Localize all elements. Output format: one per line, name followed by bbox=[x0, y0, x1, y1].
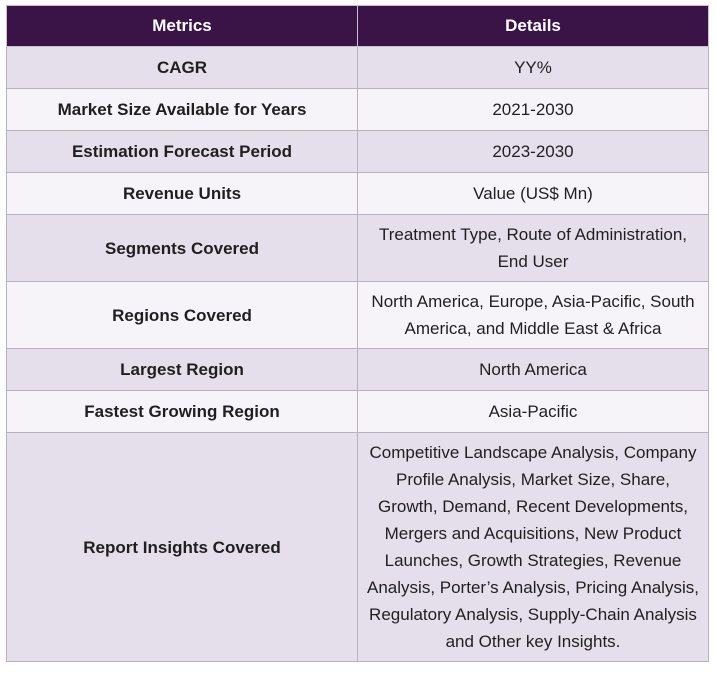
table-row: Revenue Units Value (US$ Mn) bbox=[6, 172, 709, 215]
report-metrics-table-container: Metrics Details CAGR YY% Market Size Ava… bbox=[6, 5, 709, 662]
details-cell: 2021-2030 bbox=[357, 88, 709, 131]
metric-cell: Largest Region bbox=[6, 348, 358, 391]
header-metrics: Metrics bbox=[6, 5, 358, 47]
table-row: Segments Covered Treatment Type, Route o… bbox=[6, 214, 709, 282]
details-cell: North America, Europe, Asia-Pacific, Sou… bbox=[357, 281, 709, 349]
details-cell: North America bbox=[357, 348, 709, 391]
details-cell: YY% bbox=[357, 46, 709, 89]
details-cell: Value (US$ Mn) bbox=[357, 172, 709, 215]
metric-cell: Report Insights Covered bbox=[6, 432, 358, 662]
table-header-row: Metrics Details bbox=[6, 5, 709, 47]
report-metrics-table: Metrics Details CAGR YY% Market Size Ava… bbox=[6, 5, 709, 662]
metric-cell: Segments Covered bbox=[6, 214, 358, 282]
table-row: Report Insights Covered Competitive Land… bbox=[6, 432, 709, 662]
details-cell: Asia-Pacific bbox=[357, 390, 709, 433]
header-details: Details bbox=[357, 5, 709, 47]
table-row: CAGR YY% bbox=[6, 46, 709, 89]
metric-cell: Market Size Available for Years bbox=[6, 88, 358, 131]
table-row: Largest Region North America bbox=[6, 348, 709, 391]
details-cell: Treatment Type, Route of Administration,… bbox=[357, 214, 709, 282]
table-row: Market Size Available for Years 2021-203… bbox=[6, 88, 709, 131]
details-cell: 2023-2030 bbox=[357, 130, 709, 173]
metric-cell: Fastest Growing Region bbox=[6, 390, 358, 433]
metric-cell: Estimation Forecast Period bbox=[6, 130, 358, 173]
table-row: Regions Covered North America, Europe, A… bbox=[6, 281, 709, 349]
table-row: Fastest Growing Region Asia-Pacific bbox=[6, 390, 709, 433]
metric-cell: Regions Covered bbox=[6, 281, 358, 349]
metric-cell: Revenue Units bbox=[6, 172, 358, 215]
metric-cell: CAGR bbox=[6, 46, 358, 89]
table-row: Estimation Forecast Period 2023-2030 bbox=[6, 130, 709, 173]
details-cell: Competitive Landscape Analysis, Company … bbox=[357, 432, 709, 662]
